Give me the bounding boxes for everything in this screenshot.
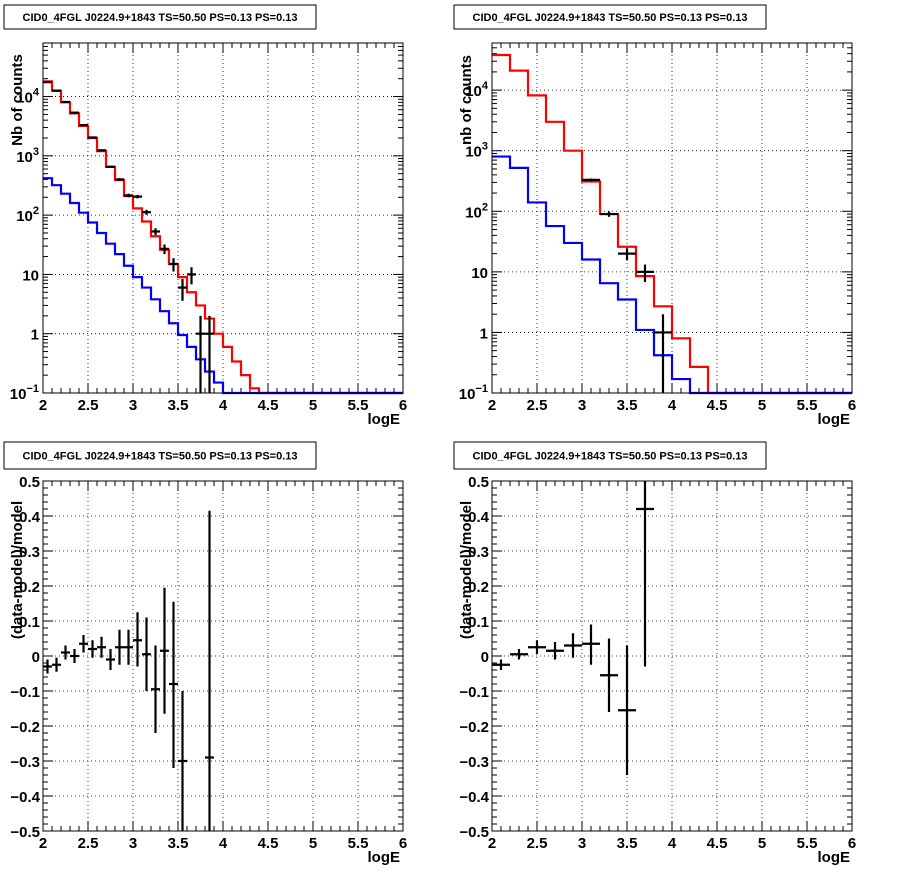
x-tick-label: 4.5 (258, 397, 279, 414)
plot-frame (491, 42, 853, 394)
plot-frame (491, 480, 853, 832)
y-tick-label: 104 (16, 87, 40, 107)
counts-panel-right: CID0_4FGL J0224.9+1843 TS=50.50 PS=0.13 … (453, 4, 856, 428)
x-tick-label: 3.5 (617, 397, 638, 414)
y-tick-label: 10−1 (10, 383, 39, 403)
plot-frame (42, 480, 404, 832)
plot-frame (42, 42, 404, 394)
x-tick-label: 6 (399, 835, 407, 852)
x-tick-label: 2.5 (527, 397, 548, 414)
x-axis-title: logE (368, 411, 401, 428)
x-tick-label: 6 (399, 397, 407, 414)
x-tick-label: 4 (668, 835, 677, 852)
title-box (3, 4, 317, 30)
residual-panel-left: CID0_4FGL J0224.9+1843 TS=50.50 PS=0.13 … (3, 441, 407, 866)
chart-title: CID0_4FGL J0224.9+1843 TS=50.50 PS=0.13 … (473, 451, 748, 463)
x-tick-label: 2 (488, 397, 496, 414)
y-tick-label: 104 (465, 80, 489, 100)
y-tick-label: −0.3 (10, 754, 40, 771)
chart-title: CID0_4FGL J0224.9+1843 TS=50.50 PS=0.13 … (23, 451, 298, 463)
x-tick-label: 6 (848, 835, 856, 852)
x-tick-label: 5 (758, 397, 766, 414)
y-tick-label: −0.2 (459, 719, 489, 736)
y-tick-label: 10 (471, 265, 488, 282)
x-tick-label: 3.5 (168, 835, 189, 852)
y-tick-label: −0.4 (10, 789, 40, 806)
x-tick-label: 3 (129, 397, 137, 414)
y-tick-label: 0.4 (468, 509, 490, 526)
y-tick-label: 1 (480, 325, 488, 342)
x-tick-label: 3.5 (617, 835, 638, 852)
y-tick-label: 0.1 (19, 614, 40, 631)
x-tick-label: 2.5 (78, 397, 99, 414)
title-box (3, 441, 317, 470)
x-tick-label: 4.5 (707, 397, 728, 414)
x-tick-label: 2.5 (78, 835, 99, 852)
y-tick-label: −0.2 (10, 719, 40, 736)
title-box (453, 4, 767, 30)
x-tick-label: 5 (758, 835, 766, 852)
y-tick-label: 103 (465, 141, 488, 161)
x-tick-label: 5 (309, 397, 317, 414)
y-tick-label: 0.1 (468, 614, 489, 631)
x-tick-label: 5.5 (348, 397, 369, 414)
x-tick-label: 5.5 (797, 397, 818, 414)
y-tick-label: 0.4 (19, 509, 41, 526)
chart-title: CID0_4FGL J0224.9+1843 TS=50.50 PS=0.13 … (23, 12, 298, 24)
source-model-histogram (43, 177, 403, 395)
total-model-histogram (43, 80, 403, 395)
y-tick-label: 0.2 (19, 579, 40, 596)
x-tick-label: 6 (848, 397, 856, 414)
y-tick-label: 10−1 (459, 383, 488, 403)
x-tick-label: 3 (129, 835, 137, 852)
y-tick-label: −0.4 (459, 789, 489, 806)
y-axis-title: (data-model)/model (458, 501, 475, 639)
y-tick-label: 0 (481, 649, 489, 666)
x-tick-label: 3.5 (168, 397, 189, 414)
y-axis-title: (data-model)/model (9, 501, 26, 639)
x-tick-label: 3 (578, 397, 586, 414)
y-tick-label: −0.5 (10, 824, 40, 841)
y-tick-label: 0.3 (468, 544, 489, 561)
y-tick-label: 103 (16, 146, 39, 166)
x-tick-label: 2 (488, 835, 496, 852)
x-tick-label: 4 (219, 835, 228, 852)
y-tick-label: 0 (32, 649, 40, 666)
chart-title: CID0_4FGL J0224.9+1843 TS=50.50 PS=0.13 … (473, 12, 748, 24)
x-tick-label: 5.5 (797, 835, 818, 852)
residual-panel-right: CID0_4FGL J0224.9+1843 TS=50.50 PS=0.13 … (453, 441, 856, 866)
x-tick-label: 3 (578, 835, 586, 852)
y-axis-title: Nb of counts (9, 54, 26, 146)
y-tick-label: 1 (31, 327, 39, 344)
x-tick-label: 4.5 (258, 835, 279, 852)
x-tick-label: 2 (39, 835, 47, 852)
y-tick-label: 0.2 (468, 579, 489, 596)
x-tick-label: 5 (309, 835, 317, 852)
y-tick-label: 0.5 (468, 474, 489, 491)
x-tick-label: 2.5 (527, 835, 548, 852)
title-box (453, 441, 767, 470)
y-tick-label: −0.3 (459, 754, 489, 771)
y-tick-label: 102 (16, 205, 39, 225)
y-tick-label: 0.5 (19, 474, 40, 491)
y-axis-title: nb of counts (458, 55, 475, 145)
counts-panel-left: CID0_4FGL J0224.9+1843 TS=50.50 PS=0.13 … (3, 4, 407, 428)
x-axis-title: logE (818, 411, 851, 428)
x-tick-label: 5.5 (348, 835, 369, 852)
x-tick-label: 4 (219, 397, 228, 414)
y-tick-label: −0.5 (459, 824, 489, 841)
y-tick-label: −0.1 (10, 684, 40, 701)
y-tick-label: 0.3 (19, 544, 40, 561)
y-tick-label: 10 (22, 267, 39, 284)
x-tick-label: 4 (668, 397, 677, 414)
y-tick-label: 102 (465, 201, 488, 221)
x-tick-label: 4.5 (707, 835, 728, 852)
y-tick-label: −0.1 (459, 684, 489, 701)
x-axis-title: logE (368, 849, 401, 866)
x-tick-label: 2 (39, 397, 47, 414)
x-axis-title: logE (818, 849, 851, 866)
source-model-histogram (492, 155, 852, 395)
